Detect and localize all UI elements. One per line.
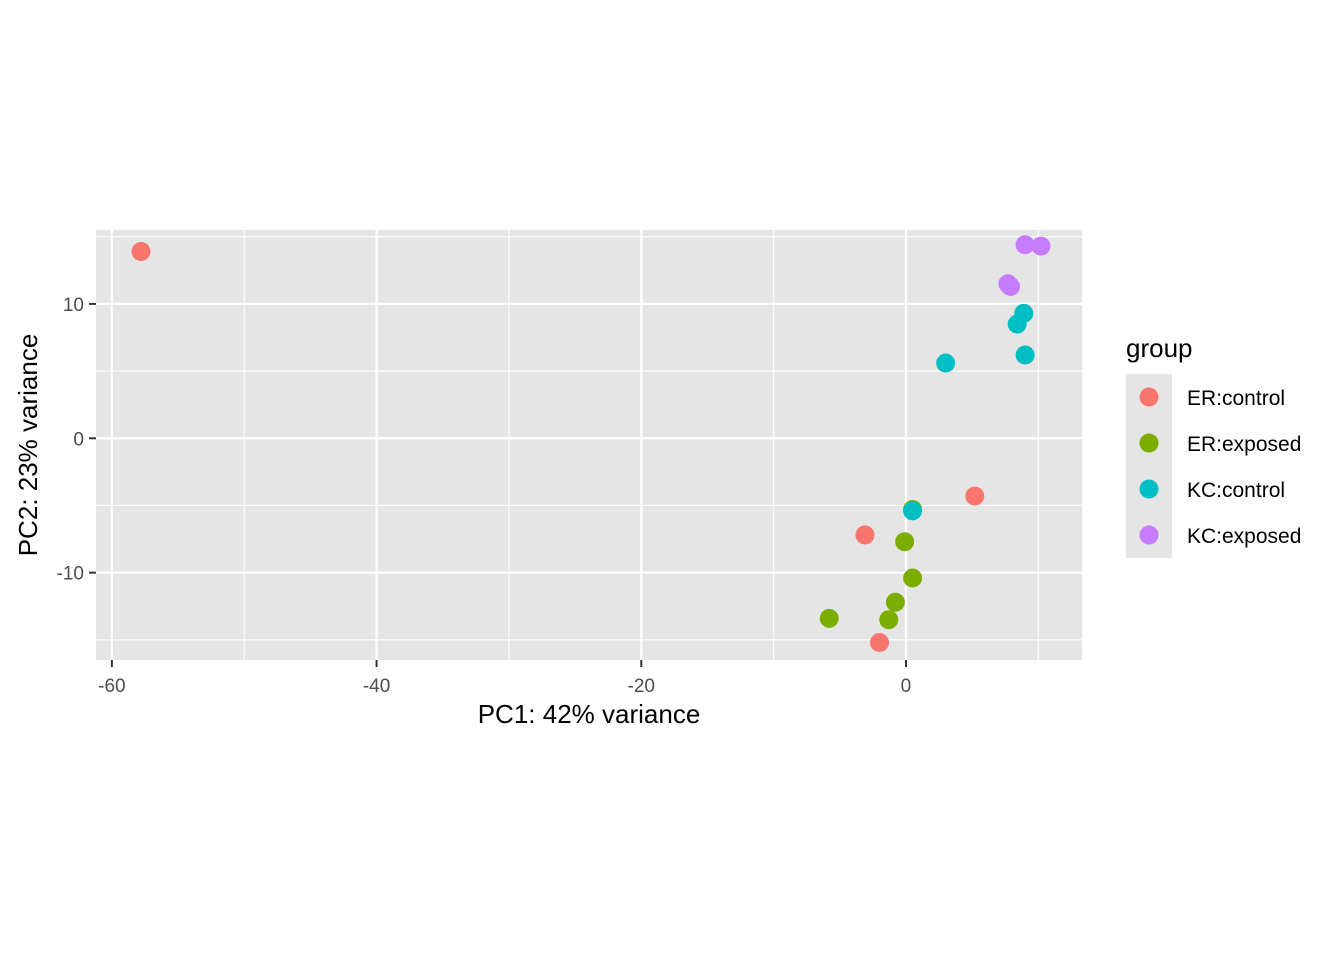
legend-label: ER:control (1187, 387, 1285, 410)
major-gridlines (96, 230, 1082, 660)
data-point (965, 486, 985, 506)
legend-label: KC:control (1187, 479, 1285, 502)
data-point (855, 525, 875, 545)
x-tick-label: -60 (98, 676, 125, 697)
data-point (819, 608, 839, 628)
data-point (131, 242, 151, 261)
data-point (895, 532, 915, 552)
y-tick-label: 0 (73, 429, 84, 450)
data-point (1015, 345, 1035, 365)
data-point (879, 610, 899, 630)
x-axis-title: PC1: 42% variance (478, 699, 701, 729)
legend-key (1139, 387, 1159, 407)
y-axis-ticks: 10 0 -10 (57, 295, 96, 585)
data-point (936, 353, 956, 373)
x-tick-label: -40 (363, 676, 390, 697)
y-axis-title: PC2: 23% variance (13, 334, 43, 557)
x-axis-ticks: -60 -40 -20 0 (98, 660, 911, 697)
legend-key (1139, 479, 1159, 499)
data-point (903, 568, 923, 588)
panel-background (96, 230, 1082, 660)
legend-key (1139, 433, 1159, 453)
data-points (131, 235, 1051, 653)
data-point (1001, 276, 1021, 296)
data-point (1014, 303, 1034, 323)
data-point (885, 592, 905, 612)
legend-items: ER:control ER:exposed KC:control KC:exposed (1139, 387, 1301, 548)
legend: group ER:control ER:exposed KC:control KC:e… (1126, 333, 1301, 558)
legend-title: group (1126, 333, 1193, 363)
y-tick-label: 10 (63, 295, 84, 316)
legend-label: ER:exposed (1187, 433, 1301, 456)
x-tick-label: 0 (901, 676, 912, 697)
data-point (1015, 235, 1035, 255)
legend-key (1139, 525, 1159, 545)
x-tick-label: -20 (628, 676, 655, 697)
legend-label: KC:exposed (1187, 525, 1301, 548)
data-point (903, 501, 923, 521)
data-point (870, 633, 890, 653)
data-point (1031, 236, 1051, 256)
y-tick-label: -10 (57, 564, 84, 585)
